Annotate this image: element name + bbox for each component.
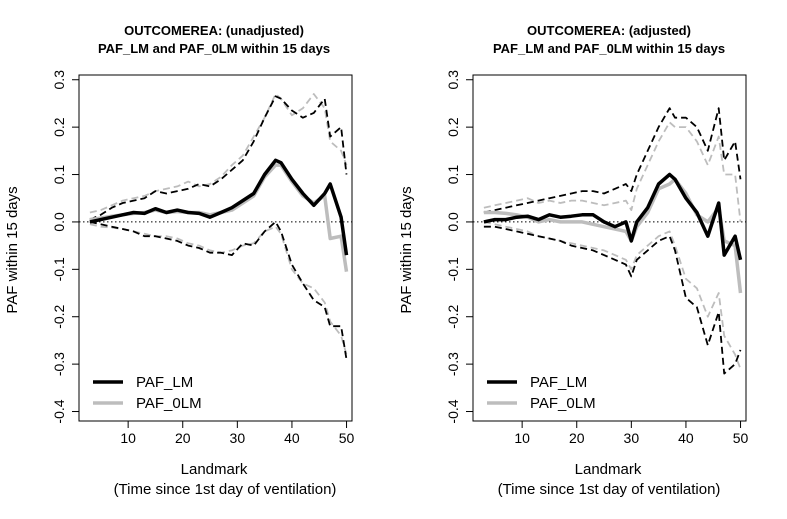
- y-tick-label: 0.3: [51, 70, 67, 90]
- plot-area: 10 20 30 40 50 -0.4 -0.3 -0.2 -0.1 0.0 0.1 0.2 0.3 PA…: [51, 70, 355, 446]
- chart-title: OUTCOMEREA: (unadjusted): [124, 23, 304, 38]
- x-tick-label: 30: [230, 430, 246, 446]
- series-line-paf-0lm: [483, 177, 743, 294]
- y-tick-label: -0.3: [51, 352, 67, 376]
- x-tick-label: 20: [569, 430, 585, 446]
- y-tick-label: 0.0: [445, 212, 461, 232]
- series-line-paf-lm-lower: [483, 225, 742, 375]
- series-line-paf-0lm-upper: [89, 93, 348, 214]
- legend-label: PAF_LM: [136, 374, 193, 391]
- x-tick-label: 20: [175, 430, 191, 446]
- x-tick-label: 10: [514, 430, 530, 446]
- y-axis-label: PAF within 15 days: [398, 186, 415, 313]
- y-tick-label: 0.2: [51, 117, 67, 137]
- chart-panel-unadjusted: OUTCOMEREA: (unadjusted) PAF_LM and PAF_…: [4, 23, 355, 498]
- series-line-paf-0lm-lower: [483, 221, 742, 370]
- x-tick-label: 40: [678, 430, 694, 446]
- chart-subtitle: PAF_LM and PAF_0LM within 15 days: [98, 41, 330, 56]
- y-axis-label: PAF within 15 days: [4, 186, 21, 313]
- y-tick-label: -0.3: [445, 352, 461, 376]
- series-line-paf-lm-lower: [89, 220, 348, 360]
- x-axis-label: Landmark: [181, 461, 248, 478]
- chart-subtitle: PAF_LM and PAF_0LM within 15 days: [493, 41, 725, 56]
- x-tick-label: 30: [624, 430, 640, 446]
- chart-title: OUTCOMEREA: (adjusted): [527, 23, 691, 38]
- y-tick-label: -0.1: [445, 257, 461, 281]
- legend-label: PAF_LM: [530, 374, 587, 391]
- y-tick-label: -0.4: [445, 399, 461, 423]
- series-line-paf-0lm-lower: [89, 223, 348, 355]
- chart-panel-adjusted: OUTCOMEREA: (adjusted) PAF_LM and PAF_0L…: [398, 23, 749, 498]
- plot-frame: [78, 74, 353, 422]
- x-axis-label: Landmark: [575, 461, 642, 478]
- x-tick-label: 50: [733, 430, 749, 446]
- y-tick-label: 0.2: [445, 117, 461, 137]
- y-tick-label: 0.1: [445, 165, 461, 185]
- y-tick-label: 0.3: [445, 70, 461, 90]
- y-tick-label: -0.2: [51, 304, 67, 328]
- series-line-paf-lm-upper: [89, 95, 348, 221]
- y-tick-label: -0.4: [51, 399, 67, 423]
- series-line-paf-lm: [483, 172, 743, 261]
- series-line-paf-lm: [89, 158, 349, 256]
- x-tick-label: 50: [339, 430, 355, 446]
- legend-label: PAF_0LM: [136, 395, 202, 412]
- y-tick-label: 0.1: [51, 165, 67, 185]
- y-tick-label: -0.2: [445, 304, 461, 328]
- x-axis-sublabel: (Time since 1st day of ventilation): [498, 481, 721, 498]
- y-tick-label: 0.0: [51, 212, 67, 232]
- y-tick-label: -0.1: [51, 257, 67, 281]
- plot-frame: [472, 74, 747, 422]
- x-tick-label: 40: [284, 430, 300, 446]
- series-line-paf-0lm-upper: [483, 121, 742, 223]
- x-tick-label: 10: [120, 430, 136, 446]
- legend-label: PAF_0LM: [530, 395, 596, 412]
- series-line-paf-lm-upper: [483, 107, 742, 214]
- x-axis-sublabel: (Time since 1st day of ventilation): [114, 481, 337, 498]
- plot-area: 10 20 30 40 50 -0.4 -0.3 -0.2 -0.1 0.0 0.1 0.2 0.3 PA…: [445, 70, 749, 446]
